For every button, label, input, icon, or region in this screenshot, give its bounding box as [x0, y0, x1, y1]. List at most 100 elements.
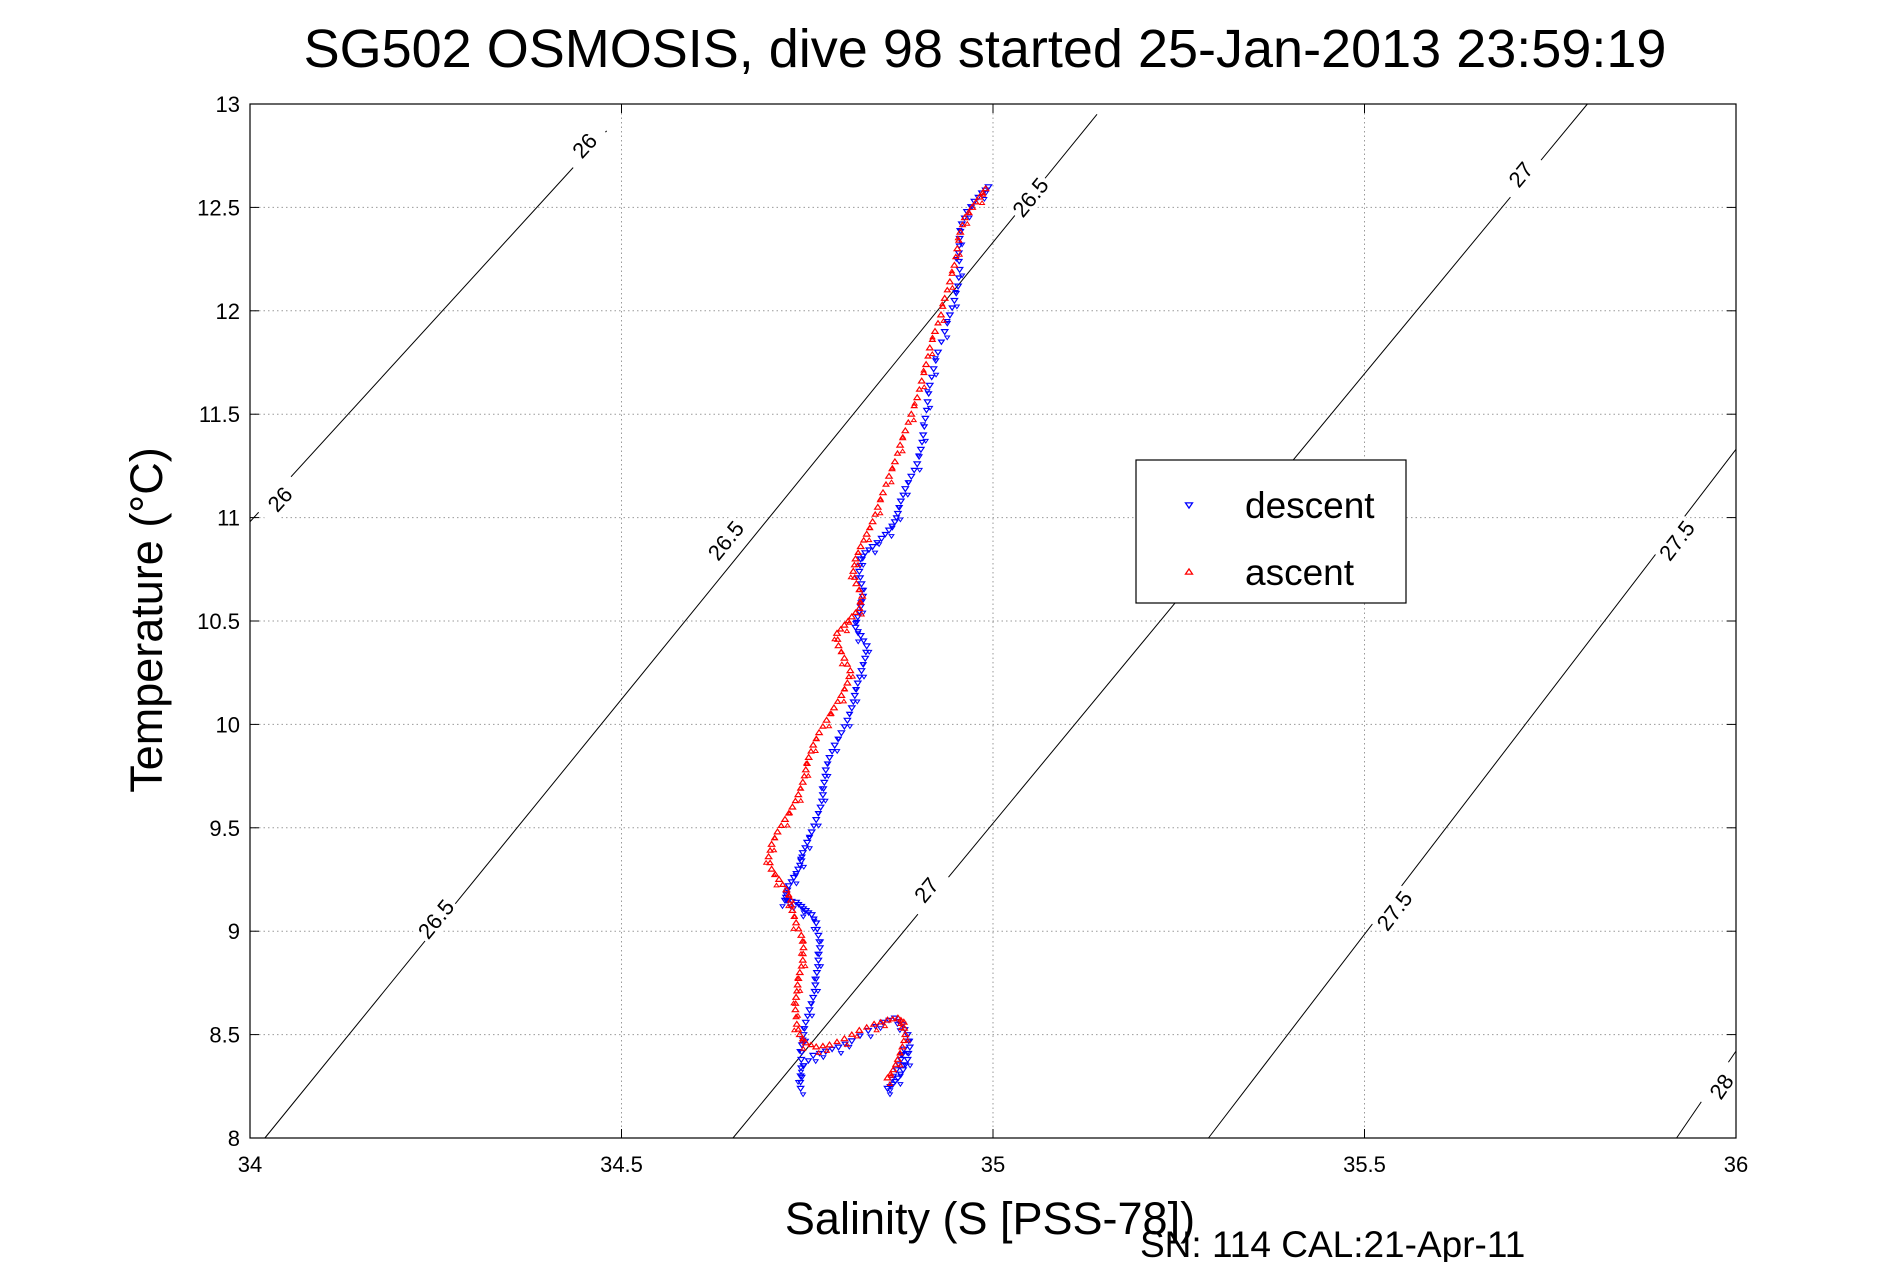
descent-point	[793, 866, 803, 874]
descent-point	[807, 1001, 815, 1007]
y-tick-label: 10	[216, 712, 240, 737]
descent-point	[856, 556, 866, 563]
ascent-point	[791, 1005, 800, 1013]
descent-point	[847, 1038, 857, 1045]
descent-point	[859, 553, 867, 560]
descent-point	[953, 283, 963, 290]
ascent-point	[963, 220, 971, 226]
ascent-point	[794, 1025, 803, 1032]
ascent-point	[899, 1018, 909, 1025]
descent-point	[798, 850, 808, 857]
ascent-point	[797, 797, 805, 803]
descent-point	[813, 964, 822, 970]
descent-point	[818, 792, 828, 799]
ascent-point	[899, 448, 906, 454]
ascent-point	[814, 728, 824, 736]
ascent-point	[900, 426, 910, 434]
ascent-point	[873, 503, 883, 510]
ascent-point	[800, 772, 809, 779]
y-tick-label: 11	[217, 506, 240, 531]
ascent-point	[873, 1027, 880, 1033]
ascent-point	[845, 666, 855, 674]
ascent-point	[834, 641, 843, 649]
ascent-point	[796, 785, 804, 791]
descent-point	[796, 1049, 803, 1055]
ascent-point	[840, 654, 849, 661]
descent-point	[859, 638, 868, 645]
ascent-point	[801, 1038, 811, 1046]
descent-point	[823, 761, 831, 767]
y-axis-label: Temperature (°C)	[121, 447, 172, 793]
grid-layer	[250, 104, 1736, 1138]
descent-point	[809, 823, 818, 830]
ascent-point	[766, 846, 775, 853]
ascent-point	[904, 418, 913, 425]
x-tick-label: 36	[1724, 1152, 1748, 1177]
descent-point	[943, 335, 951, 341]
ascent-point	[802, 760, 810, 766]
descent-point	[800, 864, 808, 870]
ascent-point	[855, 586, 863, 592]
ascent-point	[920, 367, 927, 373]
ascent-point	[850, 574, 859, 580]
ascent-point	[794, 1012, 802, 1018]
ascent-point	[773, 828, 782, 835]
descent-point	[784, 883, 794, 890]
ascent-point	[876, 510, 884, 516]
descent-point	[811, 920, 821, 927]
descent-point	[943, 320, 952, 327]
ascent-point	[917, 377, 927, 384]
descent-point	[918, 439, 926, 446]
density-contour-line-27.5	[1208, 449, 1737, 1139]
ascent-point	[812, 747, 820, 753]
ascent-point	[796, 931, 806, 938]
descent-point	[910, 467, 919, 474]
descent-point	[814, 989, 822, 995]
ascent-point	[790, 925, 797, 931]
ascent-point	[891, 1061, 900, 1067]
series-ascent	[762, 184, 990, 1086]
ascent-point	[847, 574, 855, 580]
descent-point	[932, 372, 940, 378]
descent-point	[797, 1069, 805, 1075]
ascent-point	[791, 918, 801, 926]
ascent-point	[862, 530, 872, 537]
descent-point	[856, 632, 866, 640]
ascent-point	[847, 1031, 856, 1037]
descent-point	[958, 242, 966, 248]
ascent-point	[798, 1035, 807, 1042]
ascent-point	[818, 1042, 827, 1049]
descent-point	[804, 1058, 813, 1065]
descent-point	[897, 517, 904, 523]
descent-point	[903, 1056, 912, 1064]
x-tick-label: 35.5	[1343, 1152, 1386, 1177]
ascent-point	[889, 464, 896, 470]
ascent-point	[851, 555, 860, 562]
descent-point	[787, 879, 796, 886]
ascent-point	[764, 852, 773, 860]
descent-point	[955, 258, 964, 265]
ascent-point	[896, 1049, 904, 1055]
ascent-point	[840, 621, 849, 628]
y-tick-label: 12.5	[197, 195, 240, 220]
y-tick-label: 8	[228, 1126, 240, 1151]
descent-point	[886, 1092, 894, 1098]
ascent-point	[787, 901, 796, 908]
ascent-point	[799, 943, 808, 951]
ascent-point	[978, 199, 986, 205]
ascent-point	[898, 1043, 907, 1050]
descent-point	[915, 453, 922, 459]
ascent-point	[791, 993, 801, 1000]
ascent-point	[771, 834, 779, 840]
descent-point	[922, 407, 931, 414]
descent-point	[805, 1007, 814, 1014]
legend-label-descent: descent	[1245, 485, 1375, 526]
descent-point	[884, 527, 894, 534]
ascent-point	[791, 913, 799, 919]
ascent-point	[793, 981, 802, 988]
ascent-point	[921, 360, 931, 368]
ascent-point	[883, 1074, 892, 1081]
descent-point	[801, 1019, 811, 1027]
